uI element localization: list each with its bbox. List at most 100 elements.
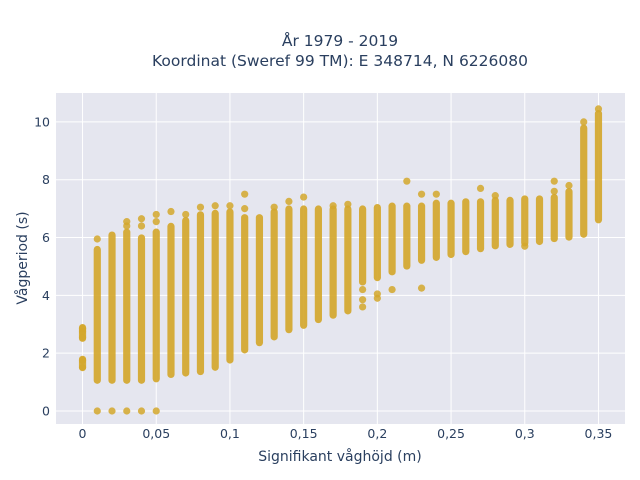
data-point-range bbox=[167, 222, 175, 379]
data-point-range bbox=[152, 228, 160, 383]
data-point bbox=[167, 207, 175, 216]
data-point-range bbox=[255, 214, 264, 347]
data-point bbox=[388, 285, 396, 294]
x-tick-label: 0,2 bbox=[367, 426, 387, 441]
x-axis-label: Signifikant våghöjd (m) bbox=[258, 448, 421, 465]
data-point bbox=[152, 210, 160, 219]
data-point-range bbox=[535, 195, 544, 246]
data-point bbox=[78, 364, 87, 372]
data-point-range bbox=[241, 214, 249, 354]
chart-title-line1: År 1979 - 2019 bbox=[282, 31, 398, 50]
data-point-range bbox=[211, 209, 219, 371]
data-point bbox=[152, 407, 160, 415]
data-point bbox=[137, 222, 146, 230]
x-tick-label: 0,3 bbox=[515, 426, 535, 441]
x-tick-label: 0,15 bbox=[290, 426, 318, 441]
data-point bbox=[78, 356, 87, 365]
data-point-range bbox=[226, 208, 234, 364]
data-point bbox=[550, 187, 558, 195]
data-point bbox=[476, 184, 485, 192]
y-tick-label: 8 bbox=[42, 172, 50, 187]
data-point-range bbox=[373, 203, 381, 282]
data-point bbox=[270, 203, 278, 211]
data-point-range bbox=[432, 199, 440, 261]
plot-background bbox=[56, 93, 625, 424]
data-point-range bbox=[314, 205, 322, 324]
x-tick-label: 0,25 bbox=[437, 426, 465, 441]
y-axis-ticks: 0 2 4 6 8 10 bbox=[34, 114, 50, 418]
data-point bbox=[521, 242, 529, 250]
data-point bbox=[359, 296, 367, 304]
data-point bbox=[226, 202, 234, 210]
data-point bbox=[594, 105, 603, 113]
data-point-range bbox=[93, 245, 101, 384]
data-point bbox=[241, 190, 249, 198]
data-point-range bbox=[594, 110, 603, 224]
data-point bbox=[580, 118, 588, 126]
data-point bbox=[211, 202, 219, 210]
data-point-range bbox=[565, 188, 573, 241]
data-point bbox=[93, 235, 101, 243]
data-point-range bbox=[137, 234, 146, 384]
y-axis-label: Vågperiod (s) bbox=[14, 211, 31, 304]
data-point-range bbox=[476, 198, 485, 253]
x-tick-label: 0 bbox=[79, 426, 87, 441]
data-point-range bbox=[521, 195, 529, 247]
data-point bbox=[359, 285, 367, 294]
data-point-range bbox=[182, 216, 190, 377]
data-point-range bbox=[462, 198, 470, 256]
x-tick-label: 0,35 bbox=[585, 426, 613, 441]
data-point-range bbox=[447, 199, 455, 259]
data-point-range bbox=[417, 202, 426, 264]
data-point bbox=[432, 190, 440, 198]
y-tick-label: 4 bbox=[42, 288, 50, 303]
data-point bbox=[241, 205, 249, 213]
data-point bbox=[152, 218, 160, 226]
data-point bbox=[565, 181, 573, 190]
x-tick-label: 0,1 bbox=[220, 426, 240, 441]
data-point bbox=[285, 197, 293, 206]
data-point bbox=[403, 177, 411, 185]
data-point bbox=[123, 407, 131, 415]
y-tick-label: 2 bbox=[42, 346, 50, 361]
data-point-range bbox=[344, 205, 352, 315]
data-point bbox=[196, 203, 205, 211]
data-point-range bbox=[270, 208, 278, 341]
data-point-range bbox=[123, 228, 131, 384]
data-point-range bbox=[403, 202, 411, 270]
y-tick-label: 6 bbox=[42, 230, 50, 245]
data-point bbox=[182, 210, 190, 219]
chart-title-line2: Koordinat (Sweref 99 TM): E 348714, N 62… bbox=[152, 52, 528, 70]
data-point bbox=[359, 303, 367, 311]
data-point bbox=[137, 407, 146, 415]
data-point-range bbox=[196, 211, 205, 376]
data-point-range bbox=[359, 205, 367, 286]
data-point-range bbox=[388, 202, 396, 276]
data-point-range bbox=[491, 196, 499, 250]
y-tick-label: 0 bbox=[42, 403, 50, 418]
data-point bbox=[300, 193, 308, 201]
x-axis-ticks: 0 0,05 0,1 0,15 0,2 0,25 0,3 0,35 bbox=[79, 426, 613, 441]
data-point bbox=[137, 215, 146, 223]
data-point-range bbox=[108, 231, 116, 384]
data-point-range bbox=[550, 193, 558, 243]
x-tick-label: 0,05 bbox=[142, 426, 170, 441]
data-point bbox=[108, 407, 116, 415]
data-point-range bbox=[580, 124, 588, 238]
scatter-points bbox=[78, 105, 603, 415]
data-point bbox=[417, 284, 426, 292]
data-point bbox=[93, 407, 101, 415]
y-tick-label: 10 bbox=[34, 114, 50, 129]
data-point bbox=[491, 192, 499, 200]
data-point bbox=[344, 200, 352, 208]
data-point bbox=[373, 290, 381, 298]
data-point bbox=[78, 325, 87, 333]
data-point-range bbox=[506, 196, 514, 248]
data-point bbox=[329, 202, 337, 210]
data-point bbox=[78, 333, 87, 341]
data-point bbox=[123, 218, 131, 226]
data-point-range bbox=[300, 205, 308, 329]
data-point bbox=[550, 177, 558, 185]
data-point-range bbox=[285, 205, 293, 334]
